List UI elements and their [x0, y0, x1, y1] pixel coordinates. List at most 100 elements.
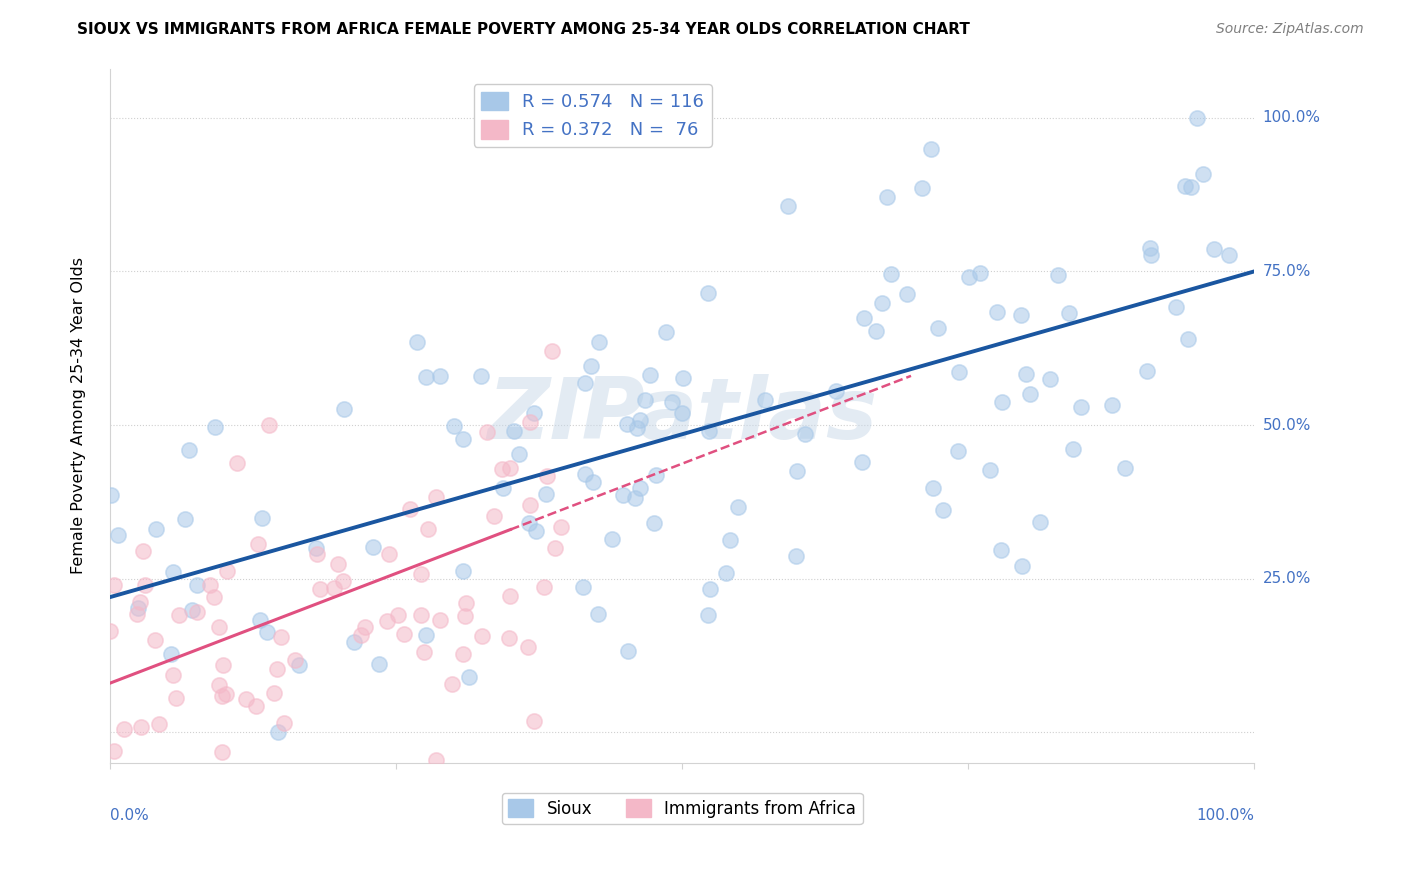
Point — [256, 624, 278, 639]
Point — [328, 557, 350, 571]
Text: 0.0%: 0.0% — [110, 808, 149, 823]
Point — [852, 310, 875, 325]
Point — [1029, 516, 1052, 530]
Point — [851, 455, 873, 469]
Point — [453, 647, 475, 661]
Point — [794, 426, 817, 441]
Point — [588, 334, 610, 349]
Point — [377, 547, 399, 561]
Point — [353, 620, 375, 634]
Point — [671, 406, 693, 420]
Point — [714, 566, 737, 581]
Point — [307, 547, 329, 561]
Point — [523, 406, 546, 420]
Point — [107, 528, 129, 542]
Point — [626, 421, 648, 435]
Point — [165, 691, 187, 706]
Point — [159, 647, 181, 661]
Point — [1177, 332, 1199, 346]
Point — [1010, 308, 1032, 322]
Point — [284, 653, 307, 667]
Point — [634, 393, 657, 408]
Point — [1015, 367, 1038, 381]
Point — [350, 628, 373, 642]
Point — [406, 335, 429, 350]
Point — [263, 686, 285, 700]
Point — [825, 384, 848, 398]
Point — [579, 359, 602, 373]
Point — [145, 522, 167, 536]
Point — [1136, 364, 1159, 378]
Point — [212, 658, 235, 673]
Point — [235, 692, 257, 706]
Point — [208, 620, 231, 634]
Point — [411, 566, 433, 581]
Point — [499, 589, 522, 603]
Point — [491, 462, 513, 476]
Point — [273, 716, 295, 731]
Point — [359, 806, 381, 821]
Text: 75.0%: 75.0% — [1263, 264, 1310, 279]
Point — [628, 413, 651, 427]
Point — [948, 365, 970, 379]
Point — [574, 467, 596, 482]
Point — [872, 296, 894, 310]
Point — [645, 467, 668, 482]
Point — [865, 324, 887, 338]
Point — [207, 678, 229, 692]
Point — [502, 424, 524, 438]
Point — [979, 463, 1001, 477]
Point — [582, 475, 605, 489]
Point — [550, 520, 572, 534]
Point — [1218, 248, 1240, 262]
Point — [778, 198, 800, 212]
Point — [458, 670, 481, 684]
Point — [134, 578, 156, 592]
Point — [586, 607, 609, 622]
Point — [754, 393, 776, 408]
Point — [571, 580, 593, 594]
Point — [718, 533, 741, 547]
Point — [415, 628, 437, 642]
Point — [986, 305, 1008, 319]
Point — [785, 549, 807, 563]
Point — [266, 662, 288, 676]
Point — [399, 502, 422, 516]
Point — [643, 516, 665, 530]
Point — [517, 516, 540, 530]
Point — [409, 607, 432, 622]
Text: Source: ZipAtlas.com: Source: ZipAtlas.com — [1216, 22, 1364, 37]
Point — [429, 369, 451, 384]
Point — [443, 418, 465, 433]
Point — [922, 482, 945, 496]
Point — [880, 267, 903, 281]
Point — [508, 447, 530, 461]
Point — [415, 369, 437, 384]
Point — [544, 541, 567, 555]
Point — [1011, 559, 1033, 574]
Text: SIOUX VS IMMIGRANTS FROM AFRICA FEMALE POVERTY AMONG 25-34 YEAR OLDS CORRELATION: SIOUX VS IMMIGRANTS FROM AFRICA FEMALE P… — [77, 22, 970, 37]
Point — [927, 320, 949, 334]
Point — [1114, 461, 1136, 475]
Point — [1204, 242, 1226, 256]
Point — [125, 607, 148, 621]
Point — [574, 376, 596, 390]
Point — [1164, 300, 1187, 314]
Point — [697, 425, 720, 439]
Point — [98, 624, 121, 638]
Point — [911, 181, 934, 195]
Point — [492, 481, 515, 495]
Point — [519, 498, 541, 512]
Point — [534, 487, 557, 501]
Point — [418, 522, 440, 536]
Point — [786, 464, 808, 478]
Point — [600, 533, 623, 547]
Point — [498, 631, 520, 645]
Point — [318, 805, 340, 820]
Point — [1174, 178, 1197, 193]
Point — [249, 613, 271, 627]
Point — [247, 537, 270, 551]
Point — [932, 502, 955, 516]
Point — [425, 753, 447, 767]
Point — [696, 286, 718, 301]
